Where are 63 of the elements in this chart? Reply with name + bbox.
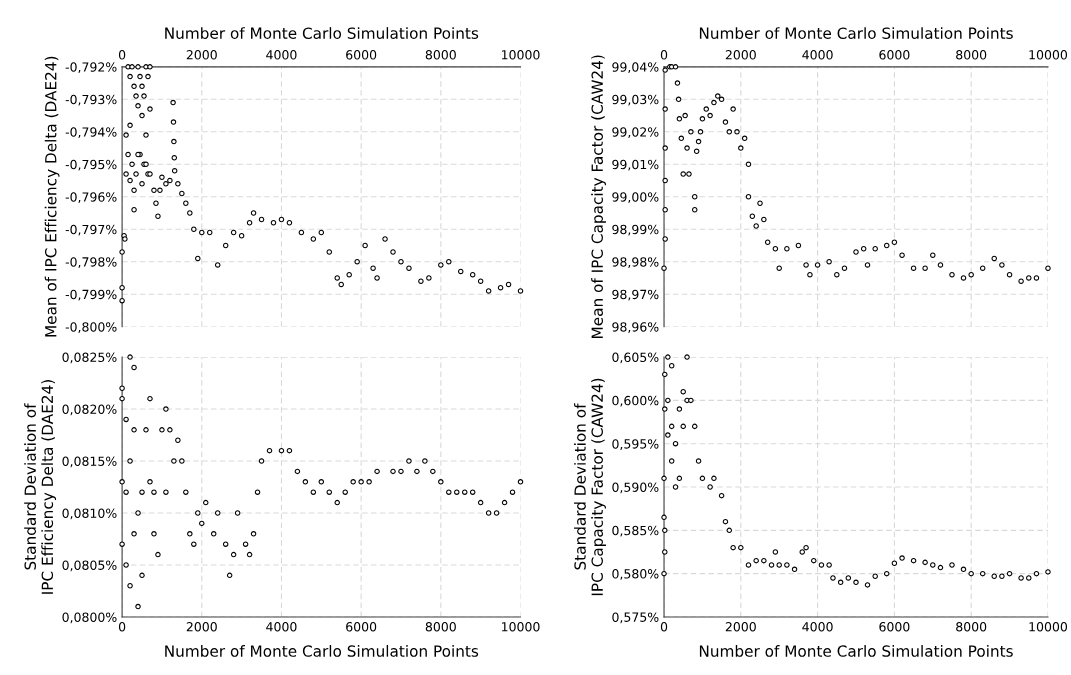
x-tick-label: 0 bbox=[660, 50, 668, 60]
y-axis-title: Mean of IPC Capacity Factor (CAW24) bbox=[591, 55, 606, 338]
x-axis-title: Number of Monte Carlo Simulation Points bbox=[165, 27, 479, 39]
x-tick-label: 4000 bbox=[802, 50, 833, 60]
x-tick-label: 2000 bbox=[725, 622, 756, 632]
y-tick-label: 0,585% bbox=[612, 525, 659, 537]
x-tick-label: 6000 bbox=[346, 50, 377, 60]
x-tick-label: 2000 bbox=[186, 622, 217, 632]
y-tick-label: 98,96% bbox=[612, 322, 659, 333]
x-tick-label: 0 bbox=[118, 50, 126, 60]
x-tick-label: 6000 bbox=[346, 622, 377, 632]
y-tick-label: -0,798% bbox=[65, 257, 117, 268]
y-axis-title: Standard Deviation of IPC Efficiency Delta (DAE24) bbox=[24, 380, 57, 594]
x-tick-label: 0 bbox=[660, 622, 668, 632]
y-tick-label: 0,595% bbox=[612, 439, 659, 450]
x-tick-label: 8000 bbox=[425, 50, 456, 60]
y-tick-label: 99,04% bbox=[612, 62, 659, 74]
y-tick-label: -0,800% bbox=[65, 322, 117, 333]
y-tick-label: -0,795% bbox=[65, 159, 117, 171]
y-tick-label: 0,0825% bbox=[62, 352, 117, 364]
y-tick-label: -0,799% bbox=[65, 289, 117, 301]
x-axis-title: Number of Monte Carlo Simulation Points bbox=[699, 645, 1013, 657]
x-tick-label: 10000 bbox=[1029, 50, 1068, 60]
x-tick-label: 8000 bbox=[425, 622, 456, 632]
y-tick-label: 99,02% bbox=[612, 127, 659, 138]
x-tick-label: 8000 bbox=[956, 622, 987, 632]
x-tick-label: 8000 bbox=[956, 50, 987, 60]
y-tick-label: 0,575% bbox=[612, 612, 659, 624]
y-tick-label: 0,0820% bbox=[62, 404, 117, 416]
y-tick-label: 0,605% bbox=[612, 352, 659, 364]
y-tick-label: -0,797% bbox=[65, 224, 117, 236]
y-axis-title: Standard Deviation of IPC Capacity Factor (CAW24) bbox=[574, 378, 606, 596]
x-tick-label: 10000 bbox=[502, 50, 540, 60]
y-tick-label: 98,97% bbox=[612, 289, 659, 301]
x-tick-label: 2000 bbox=[725, 50, 756, 60]
x-tick-label: 10000 bbox=[1029, 622, 1068, 632]
y-tick-label: 99,01% bbox=[612, 159, 659, 171]
x-tick-label: 0 bbox=[118, 622, 126, 632]
y-tick-label: -0,793% bbox=[65, 94, 117, 106]
y-tick-label: 0,0805% bbox=[62, 560, 117, 572]
x-axis-title: Number of Monte Carlo Simulation Points bbox=[699, 27, 1013, 39]
x-tick-label: 2000 bbox=[186, 50, 217, 60]
y-tick-label: -0,794% bbox=[65, 127, 117, 138]
y-tick-label: -0,796% bbox=[65, 192, 117, 203]
x-tick-label: 4000 bbox=[802, 622, 833, 632]
y-tick-label: 0,580% bbox=[612, 569, 659, 580]
x-tick-label: 4000 bbox=[266, 622, 297, 632]
x-tick-label: 6000 bbox=[879, 50, 910, 60]
y-tick-label: 99,00% bbox=[612, 192, 659, 203]
y-tick-label: 0,0815% bbox=[62, 456, 117, 468]
y-tick-label: 0,590% bbox=[612, 482, 659, 494]
x-tick-label: 4000 bbox=[266, 50, 297, 60]
y-tick-label: 0,0810% bbox=[62, 508, 117, 520]
y-tick-label: 98,99% bbox=[612, 224, 659, 236]
y-tick-label: -0,792% bbox=[65, 62, 117, 74]
x-axis-title: Number of Monte Carlo Simulation Points bbox=[165, 645, 479, 657]
y-tick-label: 0,600% bbox=[612, 395, 659, 407]
x-tick-label: 10000 bbox=[502, 622, 540, 632]
y-tick-label: 99,03% bbox=[612, 94, 659, 106]
x-tick-label: 6000 bbox=[879, 622, 910, 632]
y-axis-title: Mean of IPC Efficiency Delta (DAE24) bbox=[44, 56, 60, 337]
y-tick-label: 98,98% bbox=[612, 257, 659, 268]
y-tick-label: 0,0800% bbox=[62, 612, 117, 624]
